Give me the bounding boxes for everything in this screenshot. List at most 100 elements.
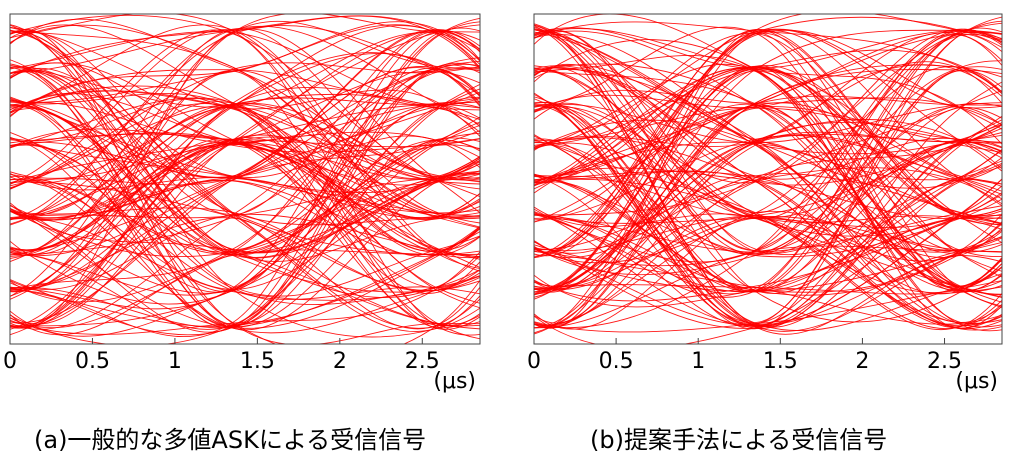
eye-trace xyxy=(534,31,1002,181)
eye-trace xyxy=(10,91,480,290)
eye-trace xyxy=(10,143,480,297)
x-tick-label: 2.5 xyxy=(927,349,962,374)
eye-trace xyxy=(10,217,480,330)
eye-trace xyxy=(534,107,1002,143)
eye-trace xyxy=(10,17,480,293)
eye-trace xyxy=(10,116,480,255)
eye-trace xyxy=(534,32,1002,291)
eye-trace xyxy=(10,140,480,251)
eye-trace xyxy=(10,217,480,301)
eye-trace xyxy=(534,103,1002,288)
eye-trace xyxy=(10,97,480,252)
eye-trace xyxy=(534,141,1002,293)
eye-trace xyxy=(534,206,1002,331)
eye-trace xyxy=(10,30,480,179)
eye-trace xyxy=(534,29,1002,329)
eye-trace xyxy=(534,21,1002,93)
eye-diagram-panel-b: 0 0.5 1 1.5 2 2.5(μs) xyxy=(527,13,1003,394)
caption-a: (a)一般的な多値ASKによる受信信号 xyxy=(34,426,427,454)
eye-trace xyxy=(534,68,1002,287)
eye-trace xyxy=(10,31,480,108)
eye-trace xyxy=(10,124,480,344)
eye-trace xyxy=(10,26,480,138)
eye-trace xyxy=(10,67,480,290)
eye-trace xyxy=(534,205,1002,253)
eye-trace xyxy=(10,70,480,254)
eye-trace xyxy=(534,24,1002,256)
eye-trace xyxy=(534,65,1002,335)
eye-trace xyxy=(10,207,480,292)
eye-trace xyxy=(10,104,480,294)
eye-trace xyxy=(10,53,480,300)
eye-trace xyxy=(534,236,1002,292)
eye-trace xyxy=(10,67,480,257)
eye-trace xyxy=(10,31,480,338)
trace-group xyxy=(10,14,480,344)
x-tick-label: 0 xyxy=(527,349,541,374)
eye-trace xyxy=(10,104,480,189)
eye-trace xyxy=(10,62,480,190)
eye-trace xyxy=(534,14,1002,258)
eye-trace xyxy=(534,33,1002,298)
eye-trace xyxy=(10,180,480,256)
eye-trace xyxy=(534,244,1002,325)
eye-trace xyxy=(534,214,1002,344)
eye-trace xyxy=(534,49,1002,144)
eye-trace xyxy=(534,215,1002,262)
eye-trace xyxy=(534,30,1002,254)
eye-trace xyxy=(534,170,1002,331)
eye-trace xyxy=(534,105,1002,252)
eye-trace xyxy=(534,194,1002,302)
eye-trace xyxy=(10,178,480,220)
eye-trace xyxy=(534,32,1002,148)
eye-trace xyxy=(10,108,480,256)
eye-trace xyxy=(10,137,480,327)
eye-trace xyxy=(10,67,480,259)
eye-trace xyxy=(10,57,480,330)
eye-trace xyxy=(10,97,480,219)
eye-trace xyxy=(10,24,480,269)
eye-trace xyxy=(10,66,480,256)
eye-trace xyxy=(534,135,1002,324)
eye-trace xyxy=(10,69,480,292)
eye-trace xyxy=(534,167,1002,251)
eye-trace xyxy=(534,70,1002,298)
eye-trace xyxy=(534,121,1002,327)
eye-trace xyxy=(10,24,480,344)
eye-trace xyxy=(534,29,1002,180)
eye-trace xyxy=(10,143,480,258)
eye-trace xyxy=(534,106,1002,255)
eye-trace xyxy=(534,64,1002,186)
eye-trace xyxy=(10,98,480,194)
eye-trace xyxy=(534,90,1002,289)
eye-trace xyxy=(10,63,480,331)
eye-trace xyxy=(10,24,480,118)
eye-trace xyxy=(534,138,1002,332)
eye-trace xyxy=(534,70,1002,324)
eye-trace xyxy=(534,27,1002,291)
x-tick-label: 2 xyxy=(333,349,347,374)
eye-trace xyxy=(534,280,1002,333)
eye-trace xyxy=(10,90,480,220)
eye-trace xyxy=(10,97,480,305)
x-unit-label: (μs) xyxy=(955,369,998,394)
eye-trace xyxy=(10,24,480,325)
eye-trace xyxy=(10,60,480,323)
eye-trace xyxy=(534,66,1002,250)
eye-trace xyxy=(10,18,480,181)
eye-trace xyxy=(534,29,1002,294)
eye-trace xyxy=(534,31,1002,323)
eye-trace xyxy=(534,216,1002,290)
eye-trace xyxy=(10,27,480,327)
eye-trace xyxy=(10,62,480,153)
eye-trace xyxy=(534,65,1002,264)
eye-trace xyxy=(10,67,480,255)
eye-trace xyxy=(534,124,1002,326)
eye-trace xyxy=(534,22,1002,216)
eye-trace xyxy=(10,29,480,336)
eye-trace xyxy=(10,64,480,327)
eye-trace xyxy=(534,28,1002,258)
eye-trace xyxy=(534,31,1002,292)
eye-trace xyxy=(10,24,480,215)
